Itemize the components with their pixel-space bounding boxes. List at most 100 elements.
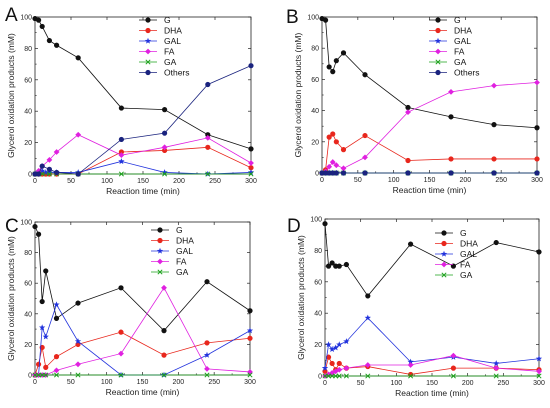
y-tick-label: 60 xyxy=(24,77,32,84)
data-point xyxy=(333,162,340,169)
data-point xyxy=(53,169,60,176)
data-point xyxy=(408,241,414,247)
legend-item-dha: DHA xyxy=(429,26,472,36)
x-tick-label: 300 xyxy=(533,380,545,387)
legend-item-gal: GAL xyxy=(429,36,471,46)
legend-item-fa: FA xyxy=(151,257,187,267)
legend-marker xyxy=(157,258,163,265)
data-point xyxy=(336,366,343,373)
data-point xyxy=(321,364,329,371)
x-tick-label: 0 xyxy=(320,177,324,184)
data-point xyxy=(39,324,46,331)
legend-label: GA xyxy=(164,57,177,67)
legend-item-dha: DHA xyxy=(435,239,478,249)
data-point xyxy=(340,50,347,56)
legend-label: DHA xyxy=(460,239,478,249)
data-point xyxy=(407,358,414,365)
data-point xyxy=(118,171,124,177)
panel-letter: C xyxy=(5,216,19,237)
data-point xyxy=(493,373,499,379)
x-axis-title: Reaction time (min) xyxy=(106,387,180,397)
legend-label: FA xyxy=(454,47,465,57)
x-tick-label: 150 xyxy=(137,379,149,386)
y-tick-label: 40 xyxy=(24,311,32,318)
data-point xyxy=(42,333,49,340)
data-point xyxy=(491,156,497,162)
series-g xyxy=(319,15,540,131)
x-tick-label: 0 xyxy=(33,379,37,386)
data-point xyxy=(362,170,368,176)
plot-frame xyxy=(321,16,538,174)
data-point xyxy=(408,373,414,379)
data-point xyxy=(205,144,211,150)
x-tick-label: 250 xyxy=(209,178,221,185)
y-tick-label: 80 xyxy=(314,248,322,255)
legend-marker xyxy=(156,247,164,254)
y-tick-label: 40 xyxy=(311,108,319,115)
legend-item-ga: GA xyxy=(139,57,177,67)
data-point xyxy=(326,163,333,170)
data-point xyxy=(343,261,350,268)
legend-label: FA xyxy=(460,260,471,270)
x-tick-label: 50 xyxy=(67,379,75,386)
data-point xyxy=(362,154,368,161)
legend-marker xyxy=(440,250,448,257)
data-point xyxy=(75,361,81,368)
data-point xyxy=(46,171,52,177)
legend-item-ga: GA xyxy=(435,270,473,280)
data-point xyxy=(534,125,540,131)
y-tick-label: 20 xyxy=(311,139,319,146)
data-point xyxy=(336,341,343,348)
legend-label: Others xyxy=(164,68,190,78)
legend-item-gal: GAL xyxy=(435,249,477,259)
data-point xyxy=(39,23,45,30)
data-point xyxy=(35,231,42,237)
data-point xyxy=(161,352,167,358)
x-tick-label: 150 xyxy=(424,177,436,184)
y-tick-label: 100 xyxy=(307,15,319,22)
data-point xyxy=(53,354,60,360)
x-tick-label: 100 xyxy=(101,379,113,386)
data-point xyxy=(330,131,336,137)
legend-label: DHA xyxy=(164,26,182,36)
data-point xyxy=(534,79,540,86)
data-point xyxy=(118,285,124,291)
legend-item-g: G xyxy=(429,15,461,25)
legend-label: G xyxy=(164,15,171,25)
y-tick-label: 80 xyxy=(24,250,32,257)
legend-item-g: G xyxy=(151,225,183,235)
data-point xyxy=(35,171,42,177)
series-others xyxy=(32,63,254,177)
series-line-g xyxy=(321,18,538,129)
data-point xyxy=(46,156,53,163)
data-point xyxy=(535,355,543,362)
data-point xyxy=(362,132,368,139)
legend-label: GAL xyxy=(164,36,181,46)
data-point xyxy=(364,314,371,321)
data-point xyxy=(448,170,454,176)
legend-label: GAL xyxy=(176,246,193,256)
legend-item-ga: GA xyxy=(429,57,467,67)
y-tick-label: 0 xyxy=(28,373,32,380)
data-point xyxy=(204,340,210,346)
legend-item-fa: FA xyxy=(429,47,465,57)
data-point xyxy=(493,365,500,372)
data-point xyxy=(161,328,167,334)
y-tick-label: 40 xyxy=(314,311,322,318)
legend-label: GAL xyxy=(460,249,477,259)
data-point xyxy=(39,167,46,174)
data-point xyxy=(43,372,49,378)
legend-marker xyxy=(157,269,163,275)
series-line-dha xyxy=(34,331,251,376)
data-point xyxy=(365,293,371,299)
data-point xyxy=(248,63,254,69)
legend-label: FA xyxy=(164,47,175,57)
data-point xyxy=(340,170,347,176)
x-axis-title: Reaction time (min) xyxy=(106,186,180,196)
plot-frame xyxy=(324,218,540,377)
data-point xyxy=(75,55,81,61)
data-point xyxy=(405,104,411,111)
data-point xyxy=(450,365,457,371)
y-tick-label: 60 xyxy=(311,77,319,84)
data-point xyxy=(534,170,540,176)
